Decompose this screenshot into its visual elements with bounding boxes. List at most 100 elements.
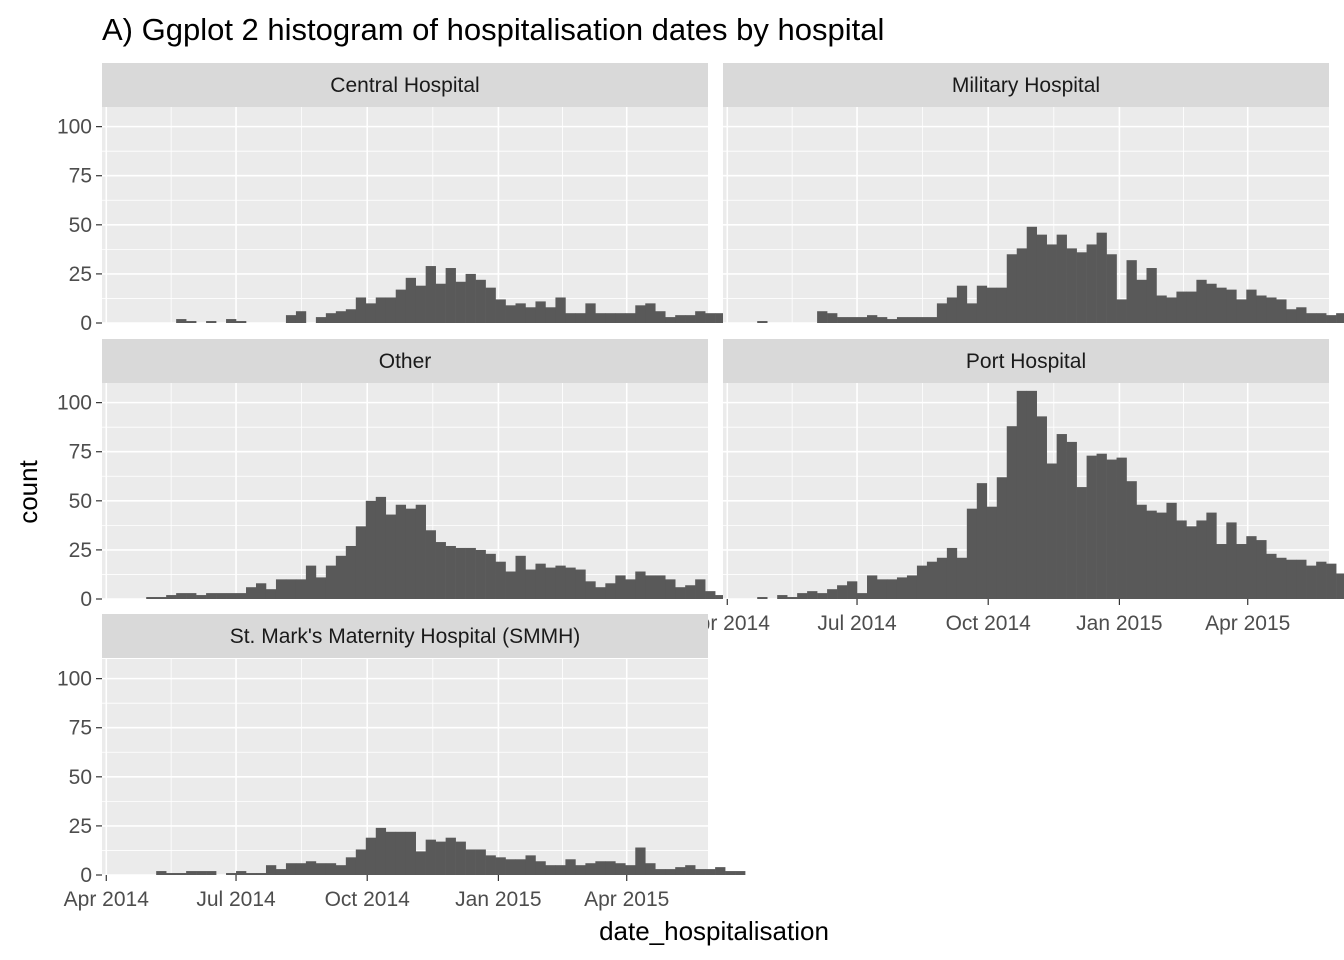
histogram-bar bbox=[1256, 295, 1267, 323]
histogram-bar bbox=[1216, 287, 1227, 323]
histogram-bar bbox=[216, 593, 227, 599]
histogram-bar bbox=[946, 297, 958, 323]
histogram-bar bbox=[936, 303, 948, 323]
histogram-bar bbox=[325, 565, 337, 599]
histogram-bar bbox=[176, 873, 187, 875]
histogram-bar bbox=[675, 315, 686, 323]
histogram-bar bbox=[375, 827, 387, 875]
histogram-bar bbox=[886, 579, 898, 599]
histogram-bar bbox=[236, 593, 247, 599]
histogram-bar bbox=[196, 595, 207, 599]
histogram-bar bbox=[976, 483, 988, 599]
histogram-bar bbox=[615, 313, 626, 323]
histogram-bar bbox=[615, 575, 626, 599]
histogram-bar bbox=[495, 299, 506, 323]
histogram-bar bbox=[435, 841, 446, 875]
histogram-bar bbox=[585, 581, 596, 599]
histogram-bar bbox=[156, 597, 167, 599]
histogram-bar bbox=[867, 315, 878, 323]
histogram-bar bbox=[715, 595, 726, 599]
histogram-bar bbox=[565, 567, 576, 599]
histogram-bar bbox=[1256, 540, 1267, 599]
histogram-bar bbox=[1326, 563, 1337, 599]
histogram-bar bbox=[1196, 279, 1207, 323]
histogram-bar bbox=[926, 561, 938, 599]
histogram-bar bbox=[475, 549, 486, 599]
histogram-bar bbox=[725, 871, 736, 875]
histogram-bar bbox=[295, 863, 307, 875]
histogram-bar bbox=[226, 319, 237, 323]
histogram-bar bbox=[1166, 502, 1177, 599]
x-tick-label: Jan 2015 bbox=[455, 888, 541, 911]
histogram-bar bbox=[325, 863, 337, 875]
histogram-bar bbox=[176, 593, 187, 599]
histogram-bar bbox=[375, 496, 387, 599]
histogram-bar bbox=[1076, 252, 1087, 323]
histogram-bar bbox=[705, 869, 716, 875]
histogram-bar bbox=[285, 579, 297, 599]
histogram-bar bbox=[435, 283, 446, 323]
histogram-bar bbox=[1306, 565, 1317, 599]
histogram-bar bbox=[906, 317, 918, 323]
histogram-bar bbox=[415, 504, 426, 599]
histogram-bar bbox=[585, 303, 596, 323]
histogram-bar bbox=[535, 563, 546, 599]
histogram-bar bbox=[1186, 526, 1197, 599]
histogram-bar bbox=[295, 311, 307, 323]
histogram-bar bbox=[635, 847, 646, 875]
histogram-bar bbox=[575, 569, 586, 599]
histogram-bar bbox=[285, 863, 297, 875]
x-tick-label: Apr 2015 bbox=[584, 888, 669, 911]
histogram-bar bbox=[555, 865, 566, 875]
histogram-bar bbox=[1226, 522, 1237, 599]
histogram-bar bbox=[435, 542, 446, 599]
facet-strip bbox=[102, 614, 708, 658]
histogram-bar bbox=[1076, 487, 1087, 599]
histogram-bar bbox=[1096, 453, 1107, 599]
histogram-bar bbox=[405, 508, 416, 599]
histogram-bar bbox=[285, 315, 297, 323]
histogram-bar bbox=[625, 579, 636, 599]
histogram-bar bbox=[655, 869, 666, 875]
histogram-bar bbox=[605, 583, 616, 599]
y-tick-label: 75 bbox=[69, 441, 92, 464]
histogram-bar bbox=[465, 849, 476, 875]
histogram-bar bbox=[325, 313, 337, 323]
histogram-bar bbox=[1136, 504, 1147, 599]
histogram-bar bbox=[196, 871, 207, 875]
histogram-bar bbox=[425, 839, 436, 875]
histogram-bar bbox=[156, 871, 167, 875]
histogram-bar bbox=[1006, 426, 1018, 599]
histogram-bar bbox=[655, 311, 666, 323]
histogram-bar bbox=[1036, 416, 1047, 599]
histogram-bar bbox=[525, 855, 536, 875]
y-tick-label: 100 bbox=[57, 116, 92, 139]
histogram-bar bbox=[455, 281, 466, 323]
histogram-bar bbox=[465, 547, 476, 599]
histogram-bar bbox=[236, 321, 247, 323]
histogram-bar bbox=[1106, 459, 1117, 599]
histogram-bar bbox=[305, 565, 317, 599]
histogram-bar bbox=[1146, 268, 1157, 323]
histogram-bar bbox=[146, 597, 157, 599]
y-tick-label: 50 bbox=[69, 766, 92, 789]
facet-other: Other 0 25 50 75 100 bbox=[57, 339, 726, 611]
histogram-bar bbox=[1126, 260, 1137, 323]
histogram-bar bbox=[1136, 279, 1147, 323]
histogram-bar bbox=[876, 579, 888, 599]
histogram-bar bbox=[916, 565, 928, 599]
histogram-bar bbox=[595, 587, 606, 599]
histogram-bar bbox=[505, 305, 516, 323]
histogram-bar bbox=[545, 307, 556, 323]
histogram-bar bbox=[685, 585, 696, 599]
histogram-bar bbox=[295, 579, 307, 599]
histogram-bar bbox=[757, 321, 768, 323]
histogram-bar bbox=[966, 508, 978, 599]
histogram-bar bbox=[405, 277, 416, 323]
histogram-bar bbox=[445, 545, 456, 599]
histogram-bar bbox=[705, 591, 716, 599]
histogram-bar bbox=[1266, 297, 1277, 323]
histogram-bar bbox=[996, 477, 1008, 599]
y-tick-label: 75 bbox=[69, 165, 92, 188]
